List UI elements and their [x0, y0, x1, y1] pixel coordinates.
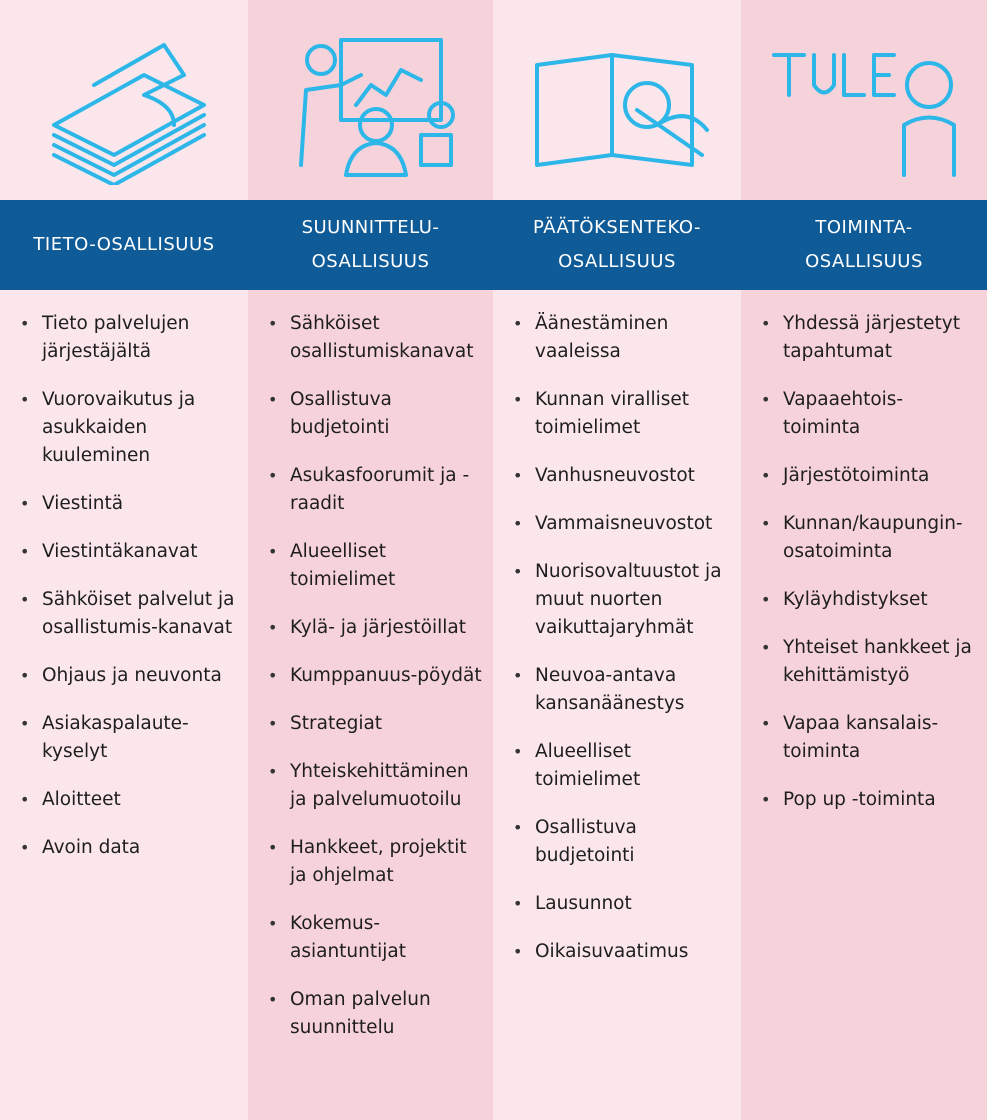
header-text: TIETO-OSALLISUUS: [33, 234, 215, 255]
column-header: TIETO-OSALLISUUS: [0, 200, 248, 290]
list-item: Nuorisovaltuustot ja muut nuorten vaikut…: [513, 558, 731, 642]
list-item: Vapaaehtois-toiminta: [761, 386, 977, 442]
list-item: Yhdessä järjestetyt tapahtumat: [761, 310, 977, 366]
list-item: Äänestäminen vaaleissa: [513, 310, 731, 366]
list-item: Oman palvelun suunnittelu: [268, 986, 483, 1042]
item-list: Äänestäminen vaaleissa Kunnan viralliset …: [493, 290, 741, 966]
list-item: Yhteiskehittäminen ja palvelumuotoilu: [268, 758, 483, 814]
column-header: SUUNNITTELU- OSALLISUUS: [248, 200, 493, 290]
illustration: [535, 53, 709, 167]
list-item: Kumppanuus-pöydät: [268, 662, 483, 690]
list-item: Järjestötoiminta: [761, 462, 977, 490]
list-item: Oikaisuvaatimus: [513, 938, 731, 966]
illustration: [52, 43, 206, 185]
item-list: Yhdessä järjestetyt tapahtumat Vapaaehtoi…: [741, 290, 987, 814]
illustration: [298, 38, 455, 177]
list-item: Viestintäkanavat: [20, 538, 238, 566]
list-item: Neuvoa-antava kansanäänestys: [513, 662, 731, 718]
column-icon: [248, 0, 493, 200]
item-list: Tieto palvelujen järjestäjältä Vuorovaiku…: [0, 290, 248, 862]
header-text: OSALLISUUS: [558, 251, 676, 272]
list-item: Kokemus-asiantuntijat: [268, 910, 483, 966]
list-item: Alueelliset toimielimet: [268, 538, 483, 594]
list-item: Kunnan viralliset toimielimet: [513, 386, 731, 442]
list-item: Aloitteet: [20, 786, 238, 814]
list-item: Vanhusneuvostot: [513, 462, 731, 490]
illustration: [772, 53, 956, 177]
list-item: Hankkeet, projektit ja ohjelmat: [268, 834, 483, 890]
list-item: Avoin data: [20, 834, 238, 862]
list-item: Tieto palvelujen järjestäjältä: [20, 310, 238, 366]
list-item: Vammaisneuvostot: [513, 510, 731, 538]
column: PÄÄTÖKSENTEKO- OSALLISUUS Äänestäminen vaa…: [493, 0, 741, 1120]
list-item: Sähköiset palvelut ja osallistumis-kanav…: [20, 586, 238, 642]
column-icon: [741, 0, 987, 200]
column: SUUNNITTELU- OSALLISUUS Sähköiset osallist…: [248, 0, 493, 1120]
list-item: Lausunnot: [513, 890, 731, 918]
header-text: OSALLISUUS: [805, 251, 923, 272]
list-item: Sähköiset osallistumiskanavat: [268, 310, 483, 366]
list-item: Osallistuva budjetointi: [268, 386, 483, 442]
list-item: Strategiat: [268, 710, 483, 738]
item-list: Sähköiset osallistumiskanavat Osallistuva…: [248, 290, 493, 1042]
column-header: TOIMINTA- OSALLISUUS: [741, 200, 987, 290]
list-item: Pop up -toiminta: [761, 786, 977, 814]
list-item: Yhteiset hankkeet ja kehittämistyö: [761, 634, 977, 690]
list-item: Vuorovaikutus ja asukkaiden kuuleminen: [20, 386, 238, 470]
header-text: PÄÄTÖKSENTEKO-: [532, 217, 701, 238]
column: TIETO-OSALLISUUS Tieto palvelujen järjest…: [0, 0, 248, 1120]
list-item: Vapaa kansalais-toiminta: [761, 710, 977, 766]
header-text: OSALLISUUS: [311, 251, 430, 272]
list-item: Asukasfoorumit ja -raadit: [268, 462, 483, 518]
column-icon: [0, 0, 248, 200]
header-text: SUUNNITTELU-: [301, 217, 440, 238]
column-icon: [493, 0, 741, 200]
list-item: Kyläyhdistykset: [761, 586, 977, 614]
column-header: PÄÄTÖKSENTEKO- OSALLISUUS: [493, 200, 741, 290]
list-item: Kunnan/kaupungin-osatoiminta: [761, 510, 977, 566]
list-item: Alueelliset toimielimet: [513, 738, 731, 794]
column: TOIMINTA- OSALLISUUS Yhdessä järjestetyt t…: [741, 0, 987, 1120]
list-item: Osallistuva budjetointi: [513, 814, 731, 870]
list-item: Viestintä: [20, 490, 238, 518]
list-item: Kylä- ja järjestöillat: [268, 614, 483, 642]
list-item: Ohjaus ja neuvonta: [20, 662, 238, 690]
list-item: Asiakaspalaute-kyselyt: [20, 710, 238, 766]
header-text: TOIMINTA-: [815, 217, 913, 238]
